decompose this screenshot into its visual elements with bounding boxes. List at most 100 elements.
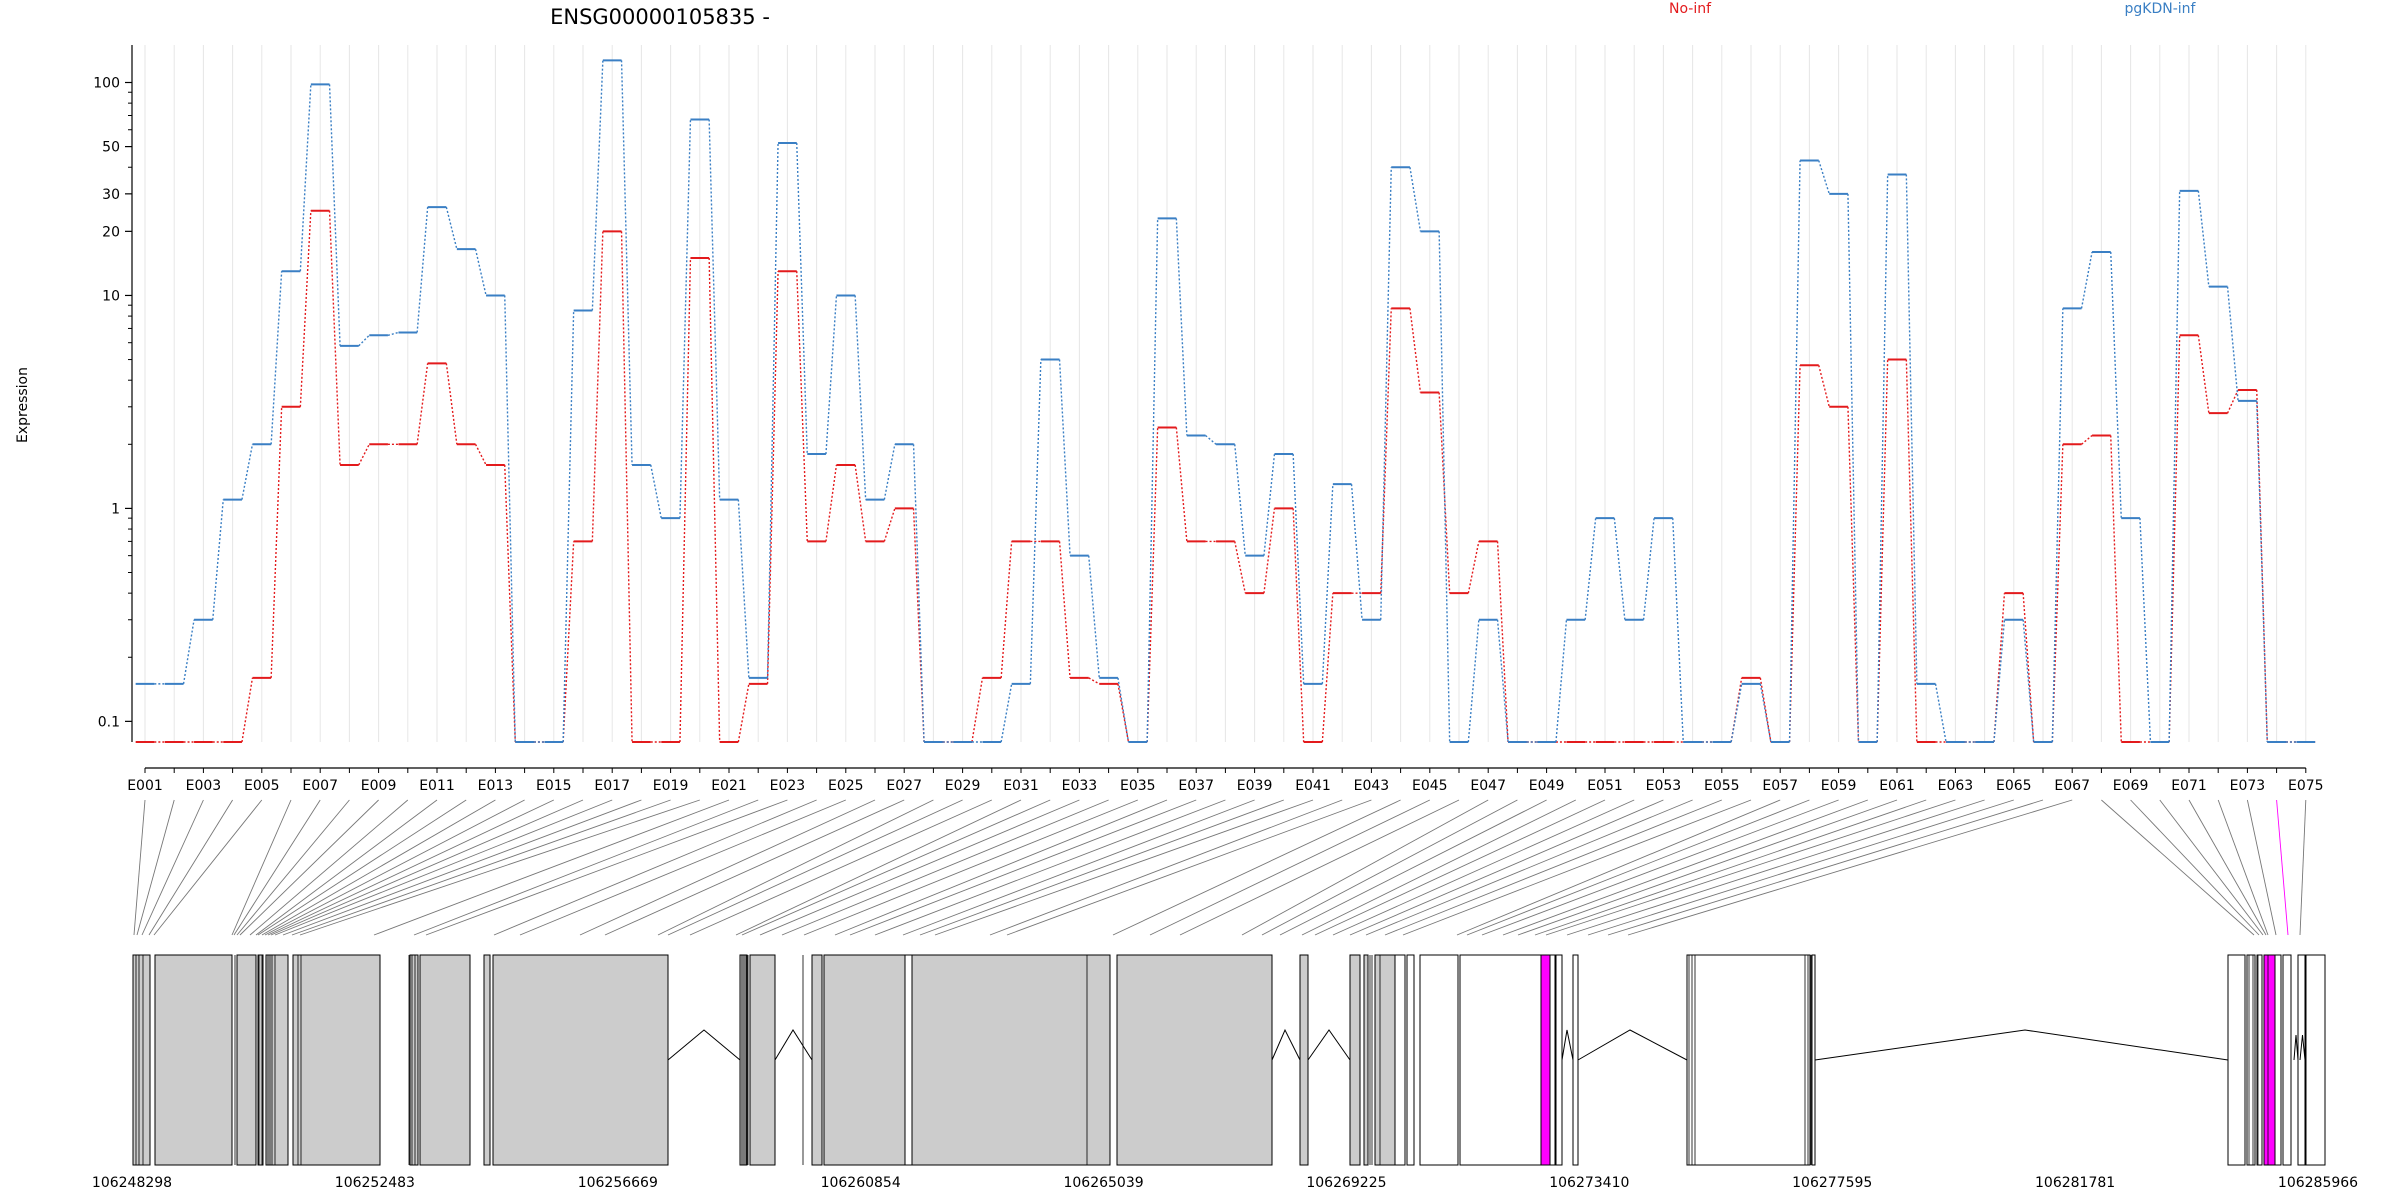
exon-block <box>811 954 823 1166</box>
series-pgkdn-inf <box>135 59 2316 743</box>
exon-mapping-line <box>1301 799 1576 936</box>
exon-block <box>2256 954 2263 1166</box>
intron-line <box>1271 1028 1301 1061</box>
series-connector <box>1117 677 1130 743</box>
exon-block <box>1459 954 1542 1166</box>
x-tick-label: E005 <box>244 778 280 794</box>
exon-mapping-line <box>519 799 846 936</box>
series-connector <box>2110 251 2122 519</box>
series-connector <box>912 508 925 743</box>
exon-mapping-line <box>1481 799 1839 936</box>
exon-mapping-line <box>579 799 876 936</box>
series-connector <box>1234 541 1246 594</box>
series-connector <box>299 84 312 272</box>
x-tick-label: E009 <box>361 778 397 794</box>
exon-mapping-line <box>493 799 817 936</box>
series-connector <box>1993 619 2006 743</box>
x-tick-label: E069 <box>2113 778 2149 794</box>
coordinate-label: 106252483 <box>335 1175 415 1191</box>
series-connector <box>2081 434 2093 445</box>
series-connector <box>1642 518 1655 620</box>
series-connector <box>1876 174 1889 743</box>
x-tick-label: E065 <box>1996 778 2032 794</box>
x-tick-label: E037 <box>1178 778 1214 794</box>
exon-block <box>2274 954 2282 1166</box>
exon-mapping-line <box>136 799 175 936</box>
exon-block <box>1374 954 1396 1166</box>
exon-block <box>409 954 419 1166</box>
series-connector <box>1672 518 1684 743</box>
coordinate-label: 106269225 <box>1306 1175 1386 1191</box>
exon-mapping-line <box>2276 799 2289 936</box>
series-connector <box>2256 400 2268 743</box>
exon-mapping-line <box>2299 799 2307 936</box>
series-connector <box>445 363 458 445</box>
series-connector <box>2051 308 2064 743</box>
series-connector <box>1146 218 1159 743</box>
series-connector <box>620 60 633 465</box>
y-tick-label: 10 <box>102 288 120 304</box>
series-connector <box>825 295 838 455</box>
series-connector <box>2226 389 2239 414</box>
exon-mapping-line <box>1279 799 1547 936</box>
series-connector <box>1292 508 1305 743</box>
series-connector <box>1555 619 1568 743</box>
exon-block <box>1419 954 1459 1166</box>
exon-mapping-line <box>1587 799 2014 936</box>
series-connector <box>679 257 692 743</box>
x-tick-label: E031 <box>1003 778 1039 794</box>
x-tick-label: E073 <box>2230 778 2266 794</box>
exon-mapping-line <box>781 799 1109 936</box>
x-tick-label: E049 <box>1529 778 1565 794</box>
series-connector <box>1496 541 1509 743</box>
exon-mapping-line <box>255 799 438 936</box>
series-connector <box>1146 427 1159 743</box>
gene-model-track: 106248298 106252483 106256669 106260854 1062… <box>92 954 2358 1191</box>
series-connector <box>883 508 896 542</box>
x-tick-label: E063 <box>1938 778 1974 794</box>
series-connector <box>1730 683 1743 743</box>
exon-mapping-line <box>373 799 730 936</box>
coordinate-label: 106256669 <box>578 1175 658 1191</box>
exon-mapping-line <box>604 799 905 936</box>
series-connector <box>854 464 867 542</box>
x-tick-label: E047 <box>1470 778 1506 794</box>
coordinate-label: 106265039 <box>1063 1175 1143 1191</box>
exon-mapping-line <box>1466 799 1810 936</box>
x-tick-label: E017 <box>594 778 630 794</box>
x-tick-label: E023 <box>770 778 806 794</box>
exon-block <box>749 954 776 1166</box>
intron-line <box>667 1029 741 1061</box>
highlighted-exon <box>2263 954 2276 1166</box>
series-connector <box>766 271 779 684</box>
series-connector <box>912 444 925 743</box>
exon-mapping-line <box>2217 799 2269 936</box>
exon-mapping-line <box>291 799 671 936</box>
exon-mapping-line <box>1349 799 1664 936</box>
y-tick-label: 0.1 <box>98 714 120 730</box>
exon-mapping-line <box>1545 799 1956 936</box>
exon-mapping-line <box>299 799 700 936</box>
exon-mapping-line <box>2246 799 2277 936</box>
series-connector <box>737 683 750 743</box>
legend-no-inf: No-inf <box>1669 1 1712 17</box>
exon-mapping-line <box>1402 799 1752 936</box>
series-connector <box>1263 453 1276 556</box>
x-tick-label: E003 <box>186 778 222 794</box>
exon-block <box>483 954 491 1166</box>
exon-mapping-line <box>270 799 584 936</box>
x-tick-label: E015 <box>536 778 572 794</box>
exon-mapping-line <box>425 799 788 936</box>
exon-mapping-line <box>1112 799 1401 936</box>
series-connector <box>708 257 721 743</box>
intron-line <box>2299 1034 2306 1061</box>
exon-mapping-line <box>236 799 350 936</box>
series-connector <box>1380 167 1392 620</box>
series-connector <box>1759 677 1772 743</box>
series-connector <box>1000 541 1013 678</box>
exon-mapping-line <box>1534 799 1927 936</box>
series-connector <box>445 206 458 250</box>
exon-mapping-line <box>1607 799 2044 936</box>
x-tick-label: E055 <box>1704 778 1740 794</box>
series-connector <box>1818 365 1830 407</box>
